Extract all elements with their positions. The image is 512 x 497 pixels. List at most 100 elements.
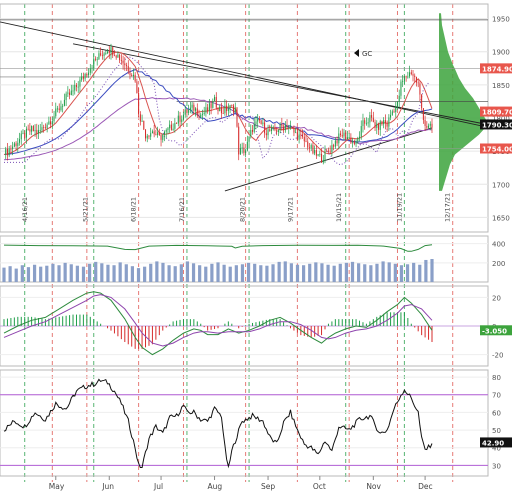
candle [353,139,355,146]
candle-body [352,140,354,143]
candle-body [25,128,27,138]
candle-body [419,83,421,95]
candle-body [56,108,59,110]
candle-body [86,73,88,75]
candle-body [207,107,209,111]
candle-body [100,53,102,56]
candle-body [46,124,48,129]
candle [22,129,24,135]
candle [258,116,260,124]
x-axis-label-1: Jun [101,482,114,491]
candle-body [20,133,22,140]
candle-body [322,159,324,163]
x-axis-label-7: Dec [418,482,433,491]
candle-body [358,136,361,139]
candle-body [414,75,416,78]
oscillator-value-label: 42.90 [482,439,504,447]
volume-bar [204,266,208,282]
candle-body [22,133,24,135]
candle [346,130,348,140]
candle [257,113,259,128]
volume-bar [240,264,245,282]
candle-body [219,106,221,112]
candle-body [205,107,207,113]
volume-bar [167,265,171,282]
candle-body [312,145,314,154]
candle-body [37,130,40,134]
volume-bar [51,263,55,282]
candle [333,143,335,151]
candle [390,109,392,121]
volume-bar [149,263,153,282]
candle [188,104,190,116]
candle [96,56,98,66]
volume-profile-area [439,13,487,191]
candle [191,101,193,115]
candle [172,123,174,131]
candle [307,137,309,151]
candle-body [371,115,373,118]
candle [251,125,254,135]
candle-body [75,84,78,87]
candle-body [241,147,243,149]
price-label-box-0 [480,63,512,74]
x-axis-label-3: Aug [208,482,223,491]
macd-panel: -20020-3.050 [0,285,512,367]
candle [115,54,117,60]
volume-bar [161,262,165,282]
candle [274,123,276,132]
candle [302,129,304,139]
candle [422,108,424,124]
candle-body [355,141,357,145]
candle-body [403,76,405,81]
candle [65,91,67,107]
candle-body [405,76,407,78]
candle-body [195,108,197,111]
candle [169,120,171,133]
candle-body [13,143,15,147]
volume-bar [94,261,98,282]
candle [269,124,271,132]
volume-bar [100,263,104,282]
candle-body [296,132,298,140]
candle-body [260,120,262,124]
candle [208,99,210,116]
candle [37,124,40,140]
candle [429,121,431,131]
candle [67,86,69,98]
candle [303,133,305,148]
candle-body [293,128,295,133]
volume-bar [185,261,190,282]
candle [138,87,140,118]
candle-body [374,122,376,128]
candle [276,127,278,136]
volume-bar [8,266,12,282]
candle [212,98,214,109]
candle-body [233,105,235,113]
candle [91,64,93,74]
candle-body [329,151,331,153]
candle [51,116,53,130]
candle [34,124,36,137]
candle [75,82,78,92]
candle-body [36,129,38,134]
candle [322,154,324,165]
macd-value-label: -3.050 [482,327,507,335]
candle-body [67,92,69,94]
volume-bar [106,264,110,282]
macd-tick-label-20: 20 [492,294,501,302]
volume-bar [198,265,202,282]
oscillator-panel-border [0,369,489,477]
candle [215,92,217,110]
candle [222,107,224,114]
date-marker-label-4: 8/20/21 [238,197,246,222]
candle-body [53,116,55,122]
candle [343,128,345,141]
candle [357,136,359,144]
candle-body [331,145,333,153]
candle-body [291,126,293,129]
candle-body [343,132,345,137]
candle [79,76,81,93]
candle [100,47,102,57]
candle [272,125,274,131]
